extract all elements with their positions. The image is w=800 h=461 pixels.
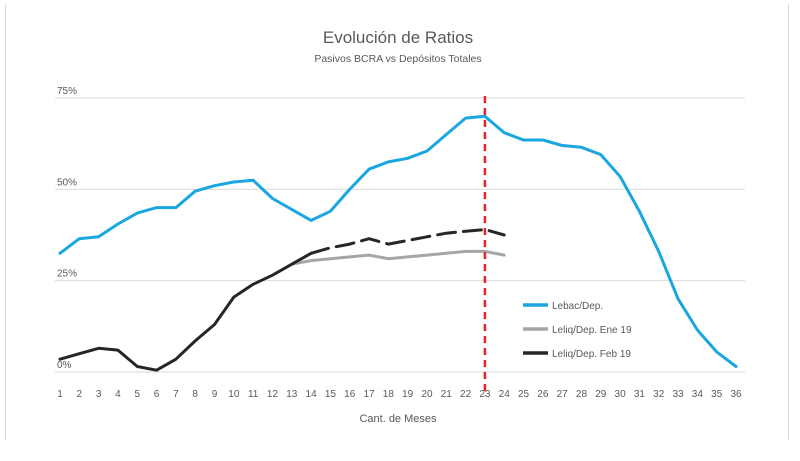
series-lines	[58, 114, 738, 372]
x-tick-label: 36	[730, 389, 742, 400]
x-tick-label: 31	[634, 389, 646, 400]
x-tick-label: 23	[479, 389, 491, 400]
x-tick-label: 25	[518, 389, 530, 400]
x-tick-label: 30	[615, 389, 627, 400]
x-tick-label: 19	[402, 389, 414, 400]
series-line-leliq-dep-ene-19	[290, 249, 506, 266]
x-tick-label: 9	[212, 389, 218, 400]
legend-label: Lebac/Dep.	[552, 301, 603, 312]
legend-label: Leliq/Dep. Ene 19	[552, 325, 632, 336]
chart-subtitle: Pasivos BCRA vs Depósitos Totales	[314, 53, 481, 65]
x-tick-label: 12	[267, 389, 279, 400]
x-tick-label: 18	[383, 389, 395, 400]
series-line-lebac-dep	[58, 114, 738, 368]
x-tick-label: 13	[286, 389, 298, 400]
x-tick-label: 21	[441, 389, 453, 400]
y-tick-label: 50%	[57, 177, 77, 188]
series-line-leliq-dep-feb-19-dashed	[309, 228, 506, 255]
series-line-leliq-dep-feb-19-solid	[58, 251, 313, 372]
x-tick-label: 3	[96, 389, 102, 400]
x-tick-label: 24	[499, 389, 511, 400]
y-tick-label: 0%	[57, 360, 72, 371]
x-tick-label: 20	[421, 389, 433, 400]
x-tick-label: 7	[173, 389, 179, 400]
x-tick-label: 11	[248, 389, 259, 400]
x-tick-label: 6	[154, 389, 160, 400]
legend-label: Leliq/Dep. Feb 19	[552, 349, 631, 360]
chart-frame	[5, 4, 789, 440]
x-tick-label: 1	[57, 389, 63, 400]
x-tick-label: 22	[460, 389, 472, 400]
x-tick-label: 35	[711, 389, 723, 400]
x-axis-ticks: 1 2 3 4 5 6 7 8 9 10 11 12 13 14 15 16 17 18 19 20 21 22 23 24 2…	[57, 389, 742, 400]
legend: Lebac/Dep. Leliq/Dep. Ene 19 Leliq/Dep. Fe…	[523, 301, 632, 360]
x-tick-label: 15	[325, 389, 337, 400]
y-tick-label: 25%	[57, 269, 77, 280]
y-tick-label: 75%	[57, 86, 77, 97]
x-tick-label: 14	[306, 389, 318, 400]
x-tick-label: 34	[692, 389, 704, 400]
x-tick-label: 33	[672, 389, 684, 400]
gridlines	[55, 97, 745, 373]
x-tick-label: 16	[344, 389, 356, 400]
x-tick-label: 17	[363, 389, 375, 400]
x-tick-label: 29	[595, 389, 607, 400]
x-tick-label: 27	[557, 389, 569, 400]
x-tick-label: 8	[192, 389, 198, 400]
x-tick-label: 4	[115, 389, 121, 400]
x-tick-label: 26	[537, 389, 549, 400]
x-tick-label: 2	[77, 389, 83, 400]
x-tick-label: 28	[576, 389, 588, 400]
x-tick-label: 10	[228, 389, 240, 400]
chart-title: Evolución de Ratios	[323, 28, 473, 47]
x-tick-label: 32	[653, 389, 665, 400]
y-axis-ticks: 0% 25% 50% 75%	[57, 86, 77, 371]
x-axis-label: Cant. de Meses	[359, 413, 437, 425]
x-tick-label: 5	[134, 389, 140, 400]
